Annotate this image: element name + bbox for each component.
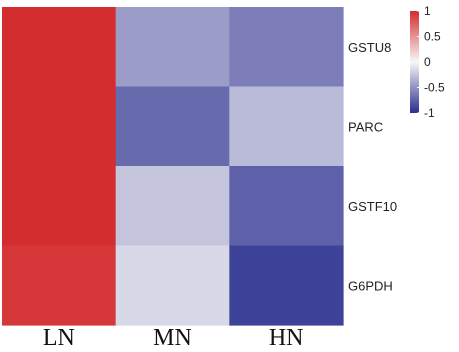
legend-tick-label: -0.5 — [424, 81, 445, 95]
heatmap-cell — [2, 86, 117, 167]
row-label: PARC — [348, 119, 383, 134]
column-label: HN — [269, 325, 304, 351]
column-label: LN — [43, 325, 75, 351]
legend-color-bar — [410, 11, 419, 113]
heatmap-cell — [229, 245, 344, 326]
heatmap-cell — [2, 7, 117, 88]
heatmap-cell — [115, 86, 230, 167]
legend-tick-label: -1 — [424, 106, 435, 120]
heatmap-cell — [115, 7, 230, 88]
row-label: G6PDH — [348, 278, 393, 293]
heatmap-cell — [2, 166, 117, 247]
legend-tick-label: 0 — [424, 55, 431, 69]
heatmap-cell — [115, 245, 230, 326]
heatmap-cell — [115, 166, 230, 247]
heatmap-cell — [229, 7, 344, 88]
legend-tick-label: 1 — [424, 4, 431, 18]
column-label: MN — [153, 325, 192, 351]
row-label: GSTF10 — [348, 199, 397, 214]
heatmap-cell — [229, 166, 344, 247]
legend-tick-label: 0.5 — [424, 30, 441, 44]
heatmap-cell — [2, 245, 117, 326]
heatmap-cell — [229, 86, 344, 167]
row-label: GSTU8 — [348, 40, 391, 55]
